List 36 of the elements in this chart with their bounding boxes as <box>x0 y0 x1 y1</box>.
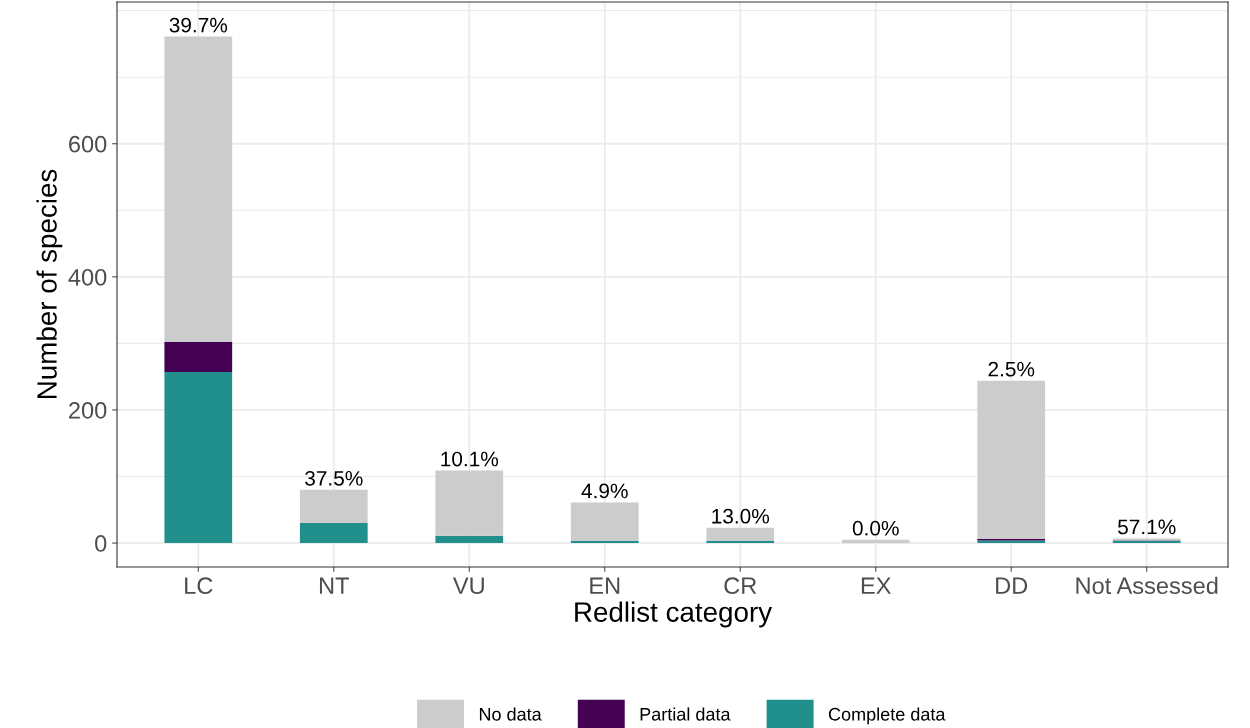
annotation: 37.5% <box>305 470 363 486</box>
x-axis-title: Redlist category <box>575 601 773 628</box>
bar <box>164 372 233 544</box>
y-tick-label: 400 <box>68 268 107 286</box>
y-tick-label: 600 <box>69 135 107 153</box>
annotation: 13.0% <box>712 508 770 524</box>
x-tick-label: NT <box>319 577 349 594</box>
y-axis-title: Number of species <box>36 169 63 398</box>
annotation: 0.0% <box>852 520 899 536</box>
annotation: 39.7% <box>169 17 228 33</box>
x-tick-label: EX <box>861 577 891 594</box>
y-tick-label: 0 <box>95 535 107 552</box>
bar <box>435 535 504 544</box>
bar <box>706 527 775 542</box>
bar <box>570 502 639 542</box>
annotation: 57.1% <box>1118 519 1176 535</box>
bar <box>841 539 910 544</box>
legend-label: Partial data <box>640 707 731 721</box>
annotation: 2.5% <box>988 361 1035 377</box>
x-tick-label: CR <box>724 577 757 595</box>
x-tick-label: Not Assessed <box>1076 576 1218 595</box>
annotation: 10.1% <box>441 451 499 467</box>
annotation: 4.9% <box>581 483 628 499</box>
x-tick-label: LC <box>185 577 213 595</box>
bar <box>299 523 368 544</box>
x-tick-label: DD <box>996 577 1028 594</box>
legend-label: No data <box>479 707 542 721</box>
bar <box>164 342 233 373</box>
legend-label: Complete data <box>828 707 946 725</box>
y-tick-label: 200 <box>69 402 107 419</box>
bar <box>977 380 1046 540</box>
bar <box>299 489 368 524</box>
x-tick-label: EN <box>590 577 620 594</box>
bar <box>435 470 504 536</box>
x-tick-label: VU <box>452 577 484 595</box>
bar <box>164 36 233 343</box>
